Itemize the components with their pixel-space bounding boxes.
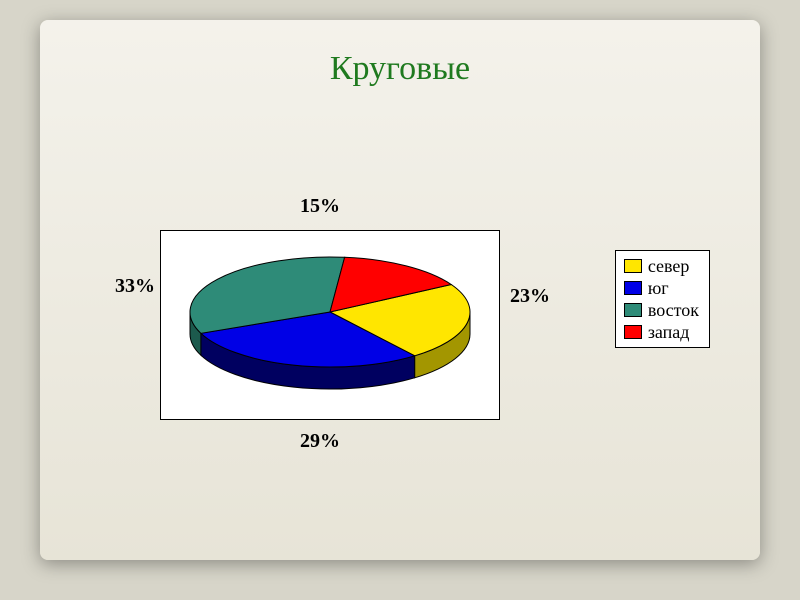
legend-item: север [624, 257, 699, 275]
pie-chart [160, 230, 500, 420]
pct-label-bottom: 29% [300, 430, 340, 453]
slide-card: Круговые 15% 23% 29% 33% север юг восток… [40, 20, 760, 560]
legend-swatch-icon [624, 303, 642, 317]
legend-label: юг [648, 279, 669, 297]
pie-svg [185, 250, 475, 400]
pct-label-right: 23% [510, 285, 550, 308]
pct-label-top: 15% [300, 195, 340, 218]
chart-title: Круговые [40, 50, 760, 88]
legend-item: восток [624, 301, 699, 319]
legend-item: юг [624, 279, 699, 297]
legend-label: восток [648, 301, 699, 319]
pct-label-left: 33% [115, 275, 155, 298]
legend-swatch-icon [624, 281, 642, 295]
legend-item: запад [624, 323, 699, 341]
legend-label: запад [648, 323, 690, 341]
legend-label: север [648, 257, 690, 275]
legend-swatch-icon [624, 259, 642, 273]
legend-swatch-icon [624, 325, 642, 339]
legend: север юг восток запад [615, 250, 710, 348]
